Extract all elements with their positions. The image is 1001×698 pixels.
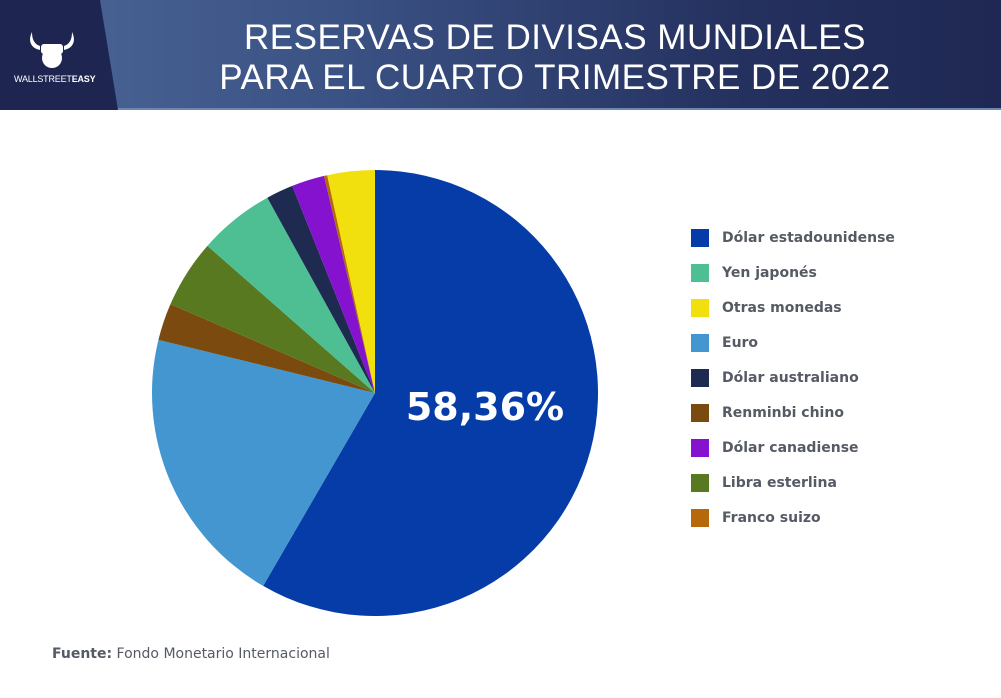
source-note: Fuente: Fondo Monetario Internacional — [52, 646, 330, 662]
legend-item: Dólar estadounidense — [691, 229, 895, 264]
legend-item: Libra esterlina — [691, 474, 895, 509]
pie-slice-otras-monedas — [327, 170, 375, 393]
legend-item: Otras monedas — [691, 299, 895, 334]
legend-label: Renminbi chino — [722, 405, 844, 421]
legend-swatch — [691, 334, 709, 352]
source-text: Fondo Monetario Internacional — [116, 646, 330, 662]
pie-slice-d-lar-australiano — [267, 185, 375, 393]
legend-swatch — [691, 404, 709, 422]
legend-swatch — [691, 299, 709, 317]
legend-label: Yen japonés — [722, 265, 817, 281]
legend-label: Franco suizo — [722, 510, 821, 526]
legend-swatch — [691, 264, 709, 282]
legend-label: Euro — [722, 335, 759, 351]
header-banner: WALLSTREETEASY RESERVAS DE DIVISAS MUNDI… — [0, 0, 1001, 110]
legend-swatch — [691, 369, 709, 387]
legend-label: Libra esterlina — [722, 475, 837, 491]
title-line-1: RESERVAS DE DIVISAS MUNDIALES — [244, 18, 866, 57]
legend-label: Dólar canadiense — [722, 440, 859, 456]
legend-item: Euro — [691, 334, 895, 369]
legend-swatch — [691, 439, 709, 457]
legend-label: Dólar australiano — [722, 370, 859, 386]
legend-swatch — [691, 509, 709, 527]
pie-slice-franco-suizo — [324, 175, 375, 393]
pie-slice-d-lar-estadounidense — [263, 170, 599, 616]
logo-text-light: WALLSTREET — [14, 74, 72, 84]
source-label: Fuente: — [52, 646, 113, 662]
data-label-usd: 58,36% — [406, 385, 564, 429]
legend-item: Renminbi chino — [691, 404, 895, 439]
pie-slice-libra-esterlina — [170, 245, 375, 393]
legend-item: Yen japonés — [691, 264, 895, 299]
legend-item: Dólar australiano — [691, 369, 895, 404]
logo-text-bold: EASY — [71, 74, 96, 84]
pie-slice-d-lar-canadiense — [292, 175, 375, 393]
legend-swatch — [691, 229, 709, 247]
legend-item: Franco suizo — [691, 509, 895, 544]
legend: Dólar estadounidense Yen japonés Otras mon… — [691, 229, 895, 544]
bull-fist-icon — [30, 32, 74, 68]
pie-slice-renminbi-chino — [158, 304, 375, 393]
legend-item: Dólar canadiense — [691, 439, 895, 474]
legend-label: Otras monedas — [722, 300, 842, 316]
pie-slice-euro — [151, 339, 375, 586]
logo: WALLSTREETEASY — [0, 0, 118, 110]
chart-title: RESERVAS DE DIVISAS MUNDIALES PARA EL CU… — [150, 18, 960, 98]
legend-swatch — [691, 474, 709, 492]
legend-label: Dólar estadounidense — [722, 230, 895, 246]
title-line-2: PARA EL CUARTO TRIMESTRE DE 2022 — [219, 58, 891, 97]
pie-slice-yen-japon-s — [207, 197, 375, 393]
